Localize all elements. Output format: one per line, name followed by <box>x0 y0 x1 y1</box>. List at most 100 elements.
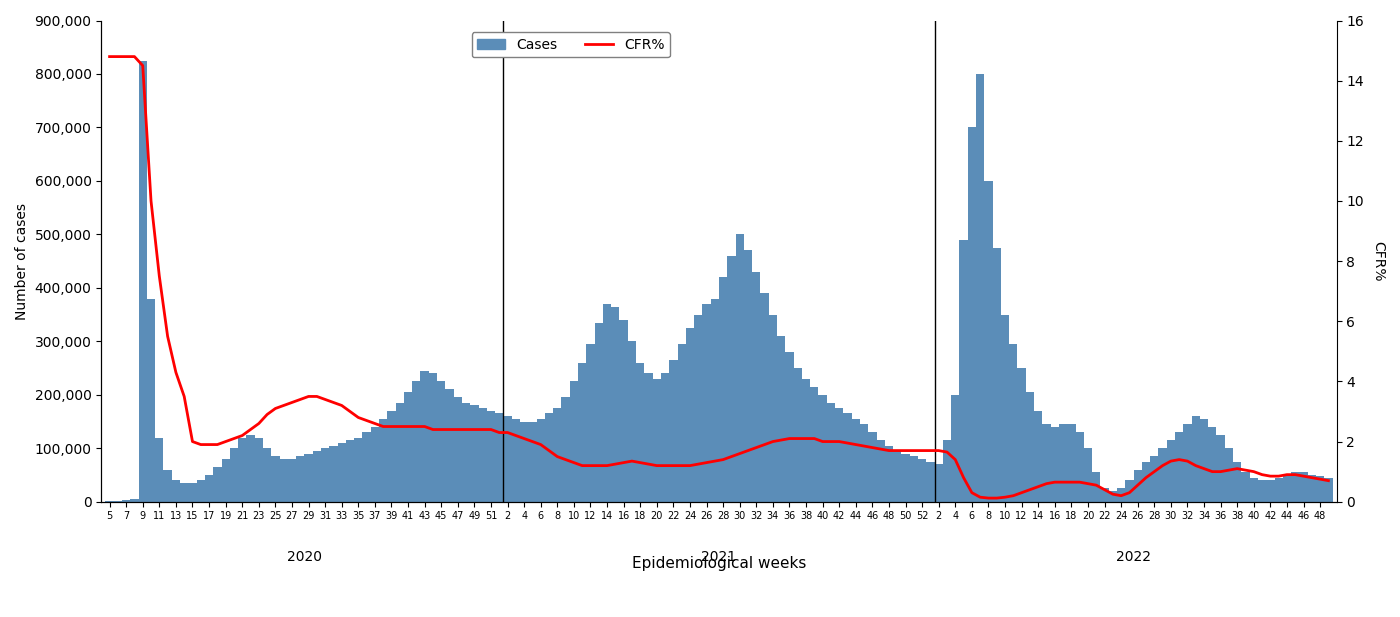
Bar <box>346 440 354 502</box>
Bar <box>470 405 479 502</box>
Bar <box>1134 470 1142 502</box>
Bar <box>204 475 213 502</box>
Bar <box>959 240 967 502</box>
Bar <box>595 323 603 502</box>
Bar <box>834 408 843 502</box>
Bar <box>139 60 147 502</box>
Bar <box>1291 472 1299 502</box>
Bar <box>1075 432 1084 502</box>
Bar <box>412 381 420 502</box>
Bar <box>379 419 388 502</box>
Bar <box>1166 440 1175 502</box>
Bar <box>1001 315 1009 502</box>
Bar <box>337 443 346 502</box>
Bar <box>487 411 496 502</box>
Bar <box>652 379 661 502</box>
Bar <box>396 403 405 502</box>
Y-axis label: Number of cases: Number of cases <box>15 202 29 320</box>
Bar <box>445 389 454 502</box>
Bar <box>1200 419 1208 502</box>
Bar <box>885 445 893 502</box>
Bar <box>553 408 561 502</box>
Bar <box>388 411 396 502</box>
Bar <box>769 315 777 502</box>
Bar <box>1142 462 1151 502</box>
Bar <box>612 307 619 502</box>
Bar <box>951 395 959 502</box>
Bar <box>272 456 280 502</box>
Bar <box>147 299 155 502</box>
Bar <box>860 424 868 502</box>
Bar <box>1043 424 1050 502</box>
Bar <box>363 432 371 502</box>
Bar <box>561 397 570 502</box>
Legend: Cases, CFR%: Cases, CFR% <box>472 32 669 57</box>
Bar <box>902 453 910 502</box>
Bar <box>1324 478 1333 502</box>
Bar <box>1308 475 1316 502</box>
Bar <box>661 373 669 502</box>
Bar <box>570 381 578 502</box>
Bar <box>1026 392 1035 502</box>
Bar <box>603 304 612 502</box>
Text: 2020: 2020 <box>287 550 322 564</box>
Bar <box>504 416 512 502</box>
Bar <box>619 320 627 502</box>
Bar <box>827 403 834 502</box>
Bar <box>927 462 935 502</box>
Text: 2022: 2022 <box>1116 550 1151 564</box>
Bar <box>851 419 860 502</box>
Bar <box>122 500 130 502</box>
Bar <box>967 128 976 502</box>
Bar <box>1266 480 1274 502</box>
Bar <box>164 470 172 502</box>
Bar <box>512 419 519 502</box>
Bar <box>587 344 595 502</box>
Bar <box>479 408 487 502</box>
Bar <box>727 256 735 502</box>
Bar <box>238 437 246 502</box>
Bar <box>312 451 321 502</box>
Bar <box>213 467 221 502</box>
Bar <box>777 336 785 502</box>
Bar <box>735 234 743 502</box>
Text: 2021: 2021 <box>701 550 736 564</box>
Bar <box>304 453 312 502</box>
Bar <box>1183 424 1191 502</box>
Bar <box>246 435 255 502</box>
Bar <box>1259 480 1266 502</box>
Bar <box>536 419 545 502</box>
Bar <box>1018 368 1026 502</box>
Bar <box>1175 432 1183 502</box>
Bar <box>420 371 428 502</box>
Bar <box>1208 427 1217 502</box>
Bar <box>942 440 951 502</box>
X-axis label: Epidemiological weeks: Epidemiological weeks <box>631 556 806 571</box>
Bar <box>1126 480 1134 502</box>
Bar <box>280 459 288 502</box>
Bar <box>221 459 230 502</box>
Bar <box>1117 488 1126 502</box>
Bar <box>545 413 553 502</box>
Bar <box>181 483 189 502</box>
Bar <box>703 304 711 502</box>
Bar <box>993 248 1001 502</box>
Bar <box>794 368 802 502</box>
Bar <box>1151 456 1158 502</box>
Bar <box>371 427 379 502</box>
Bar <box>1158 448 1166 502</box>
Bar <box>752 272 760 502</box>
Bar <box>1109 491 1117 502</box>
Bar <box>1282 475 1291 502</box>
Bar <box>297 456 304 502</box>
Bar <box>686 328 694 502</box>
Bar <box>1274 478 1282 502</box>
Bar <box>893 451 902 502</box>
Bar <box>678 344 686 502</box>
Bar <box>876 440 885 502</box>
Bar <box>785 352 794 502</box>
Bar <box>644 373 652 502</box>
Bar <box>496 413 504 502</box>
Bar <box>976 74 984 502</box>
Bar <box>1100 488 1109 502</box>
